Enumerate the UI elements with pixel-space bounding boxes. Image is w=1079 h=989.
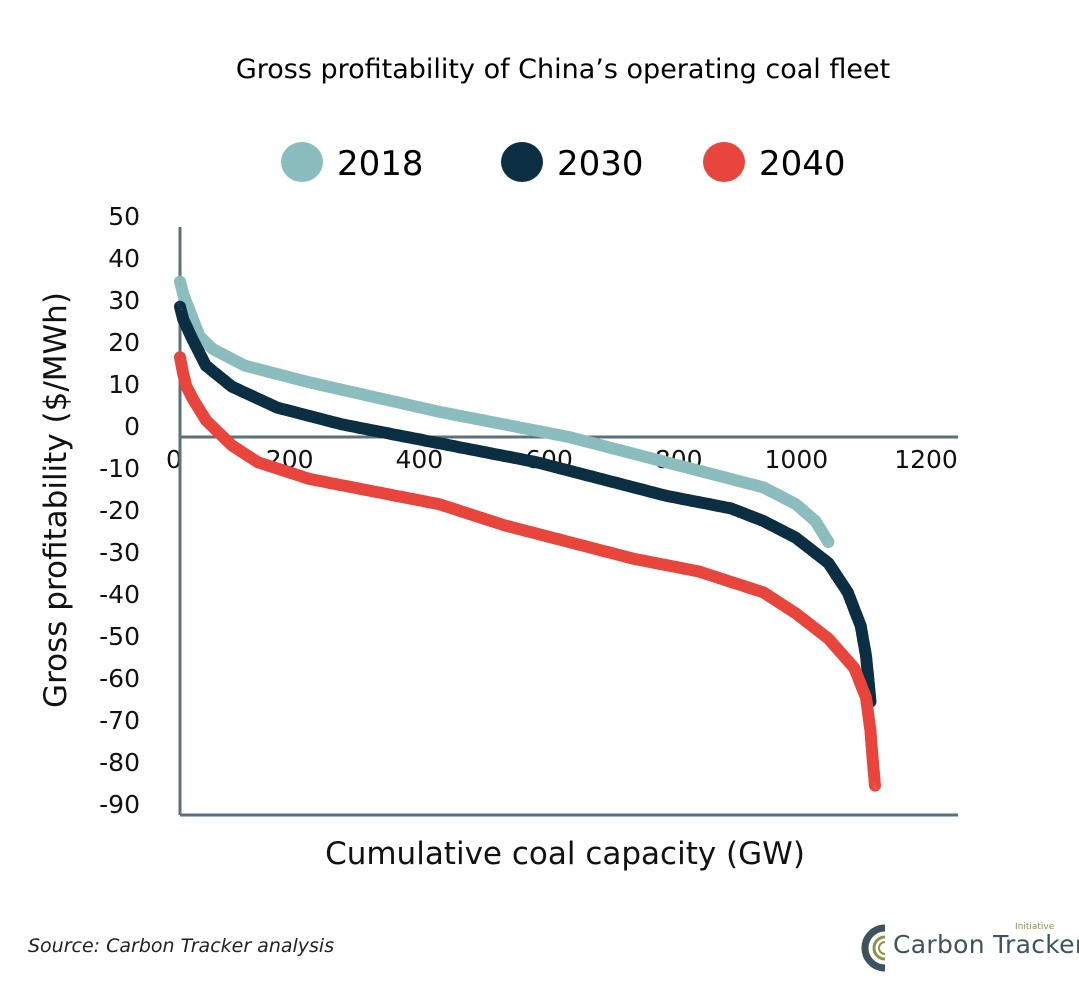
x-tick-label: 0 [166,445,182,474]
series-2040 [174,351,882,792]
legend-marker-2018 [281,142,323,182]
y-tick-label: -10 [99,454,140,483]
logo-rings-icon [861,924,886,972]
y-tick-label: 30 [108,286,140,315]
y-tick-label: -20 [99,496,140,525]
y-tick-label: 20 [108,328,140,357]
legend-marker-2030 [501,142,543,182]
y-axis-label: Gross profitability ($/MWh) [38,292,74,708]
legend-marker-2040 [703,142,745,182]
x-axis-label: Cumulative coal capacity (GW) [325,836,805,872]
legend-label-2030: 2030 [557,144,644,184]
y-tick-label: -60 [99,664,140,693]
series-2030 [174,300,877,708]
legend: 2018 2030 2040 [281,142,846,184]
legend-label-2018: 2018 [337,144,424,184]
x-tick-label: 1000 [765,445,829,474]
y-tick-label: -70 [99,706,140,735]
x-tick-label: 400 [395,445,443,474]
y-tick-label: 40 [108,244,140,273]
y-tick-label: -40 [99,580,140,609]
source-note: Source: Carbon Tracker analysis [28,935,335,957]
y-tick-label: -90 [99,790,140,819]
y-tick-label: 0 [124,412,140,441]
x-tick-label: 1200 [894,445,958,474]
y-tick-label: 50 [108,202,140,231]
y-tick-label: -80 [99,748,140,777]
y-tick-label: -50 [99,622,140,651]
y-tick-label: 10 [108,370,140,399]
y-tick-label: -30 [99,538,140,567]
legend-label-2040: 2040 [759,144,846,184]
data-point [869,779,882,792]
chart-title: Gross profitability of China’s operating… [236,54,890,85]
logo-text: Carbon Tracker [893,930,1079,959]
data-point [822,536,835,548]
carbon-tracker-logo: Initiative Carbon Tracker [855,920,1079,975]
series-2018 [174,275,835,548]
logo-superscript: Initiative [1015,922,1055,932]
